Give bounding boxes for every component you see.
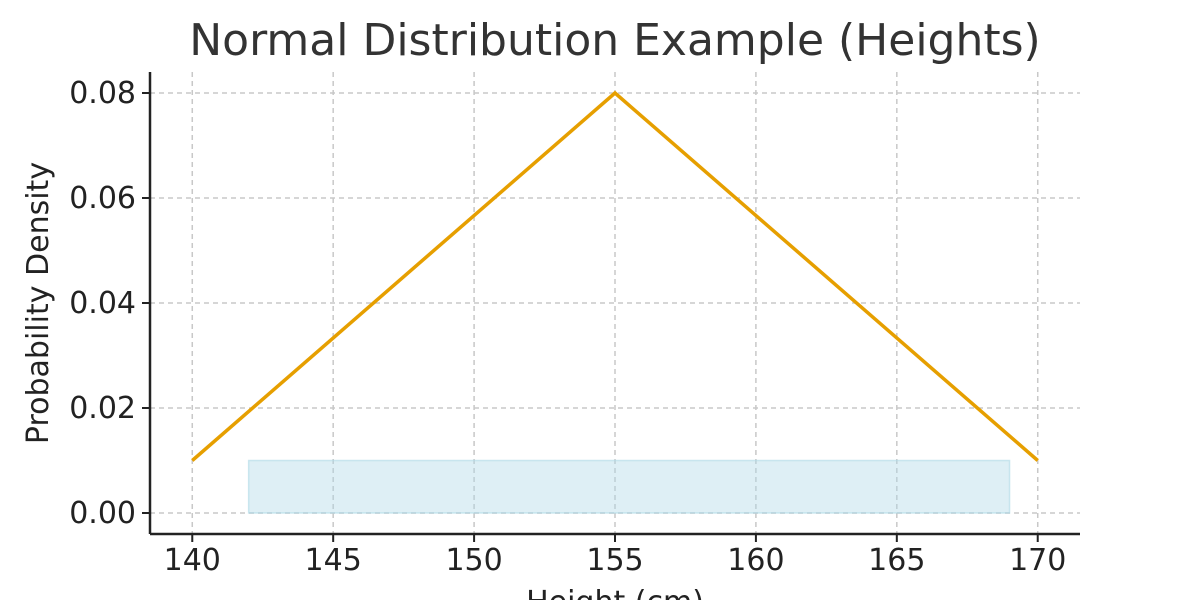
x-tick-label: 140 <box>164 543 221 578</box>
shaded-area <box>249 461 1010 514</box>
x-tick-label: 160 <box>727 543 784 578</box>
x-tick-label: 170 <box>1009 543 1066 578</box>
y-tick-label: 0.02 <box>69 391 136 426</box>
x-tick-label: 145 <box>305 543 362 578</box>
y-tick-label: 0.04 <box>69 286 136 321</box>
y-axis-label: Probability Density <box>21 162 56 444</box>
chart-title: Normal Distribution Example (Heights) <box>189 15 1040 66</box>
y-tick-label: 0.00 <box>69 496 136 531</box>
x-axis-label: Height (cm) <box>526 585 704 600</box>
x-tick-label: 165 <box>868 543 925 578</box>
y-tick-label: 0.06 <box>69 181 136 216</box>
y-tick-label: 0.08 <box>69 76 136 111</box>
x-tick-label: 155 <box>586 543 643 578</box>
x-tick-label: 150 <box>445 543 502 578</box>
